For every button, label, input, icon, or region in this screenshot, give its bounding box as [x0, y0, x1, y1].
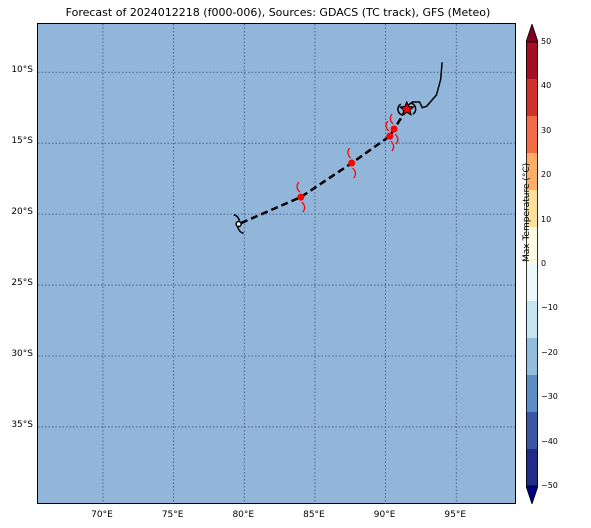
colorbar-tick-label: −10 — [541, 303, 558, 313]
cyclone-arms-icon — [296, 181, 306, 213]
lat-label: 20°S — [11, 207, 33, 218]
past-track-line — [406, 62, 443, 109]
current-position-star-icon — [398, 100, 415, 117]
colorbar-extend-min — [526, 485, 538, 504]
colorbar-segment — [526, 449, 538, 487]
colorbar-segment — [526, 412, 538, 450]
lon-label: 90°E — [373, 510, 396, 520]
cyclone-arms-icon — [347, 147, 357, 179]
lat-label: 10°S — [11, 65, 33, 76]
lon-label: 95°E — [444, 510, 467, 520]
colorbar-title: Max Temperature (°C) — [522, 162, 532, 262]
low-center-marker — [235, 220, 242, 228]
lon-label: 85°E — [303, 510, 325, 520]
lon-label: 70°E — [91, 510, 113, 520]
colorbar-segment — [526, 227, 538, 265]
colorbar-segment — [526, 153, 538, 191]
cyclone-symbol-icon — [397, 102, 417, 116]
forecast-position-marker — [386, 132, 394, 140]
colorbar-tick-label: −30 — [541, 392, 558, 402]
lat-label: 30°S — [11, 349, 33, 360]
forecast-position-marker — [297, 193, 305, 201]
colorbar-segment — [526, 301, 538, 339]
forecast-track-line — [238, 108, 408, 226]
lat-label: 25°S — [11, 278, 33, 289]
colorbar-segment — [526, 375, 538, 413]
colorbar-segment — [526, 264, 538, 302]
cyclone-arms-icon — [389, 113, 399, 145]
lat-label: 35°S — [11, 419, 33, 430]
colorbar-tick-label: 10 — [541, 214, 552, 224]
colorbar-segment — [526, 42, 538, 80]
colorbar-tick-label: 0 — [541, 259, 547, 268]
temperature-colorbar — [526, 24, 538, 504]
cyclone-arms-icon — [385, 120, 395, 152]
colorbar-segment — [526, 338, 538, 376]
low-spiral-icon — [233, 214, 244, 234]
map-title: Forecast of 2024012218 (f000-006), Sourc… — [65, 6, 491, 19]
colorbar-tick-label: −20 — [541, 347, 558, 357]
lat-label: 15°S — [11, 136, 33, 147]
lon-label: 75°E — [161, 510, 184, 520]
colorbar-segment — [526, 79, 538, 117]
track-map — [38, 24, 515, 503]
forecast-position-marker — [348, 159, 356, 167]
colorbar-segment — [526, 190, 538, 228]
colorbar-tick-label: 30 — [541, 125, 552, 135]
colorbar-tick-label: −50 — [541, 481, 558, 490]
colorbar-tick-label: 40 — [541, 81, 552, 91]
colorbar-tick-label: 50 — [541, 37, 552, 46]
colorbar-extend-max — [526, 24, 538, 43]
map-plot-area — [37, 23, 516, 504]
colorbar-segment — [526, 116, 538, 154]
forecast-position-marker — [390, 125, 398, 133]
colorbar-tick-label: 20 — [541, 170, 552, 180]
lon-label: 80°E — [232, 510, 255, 520]
colorbar-tick-label: −40 — [541, 436, 558, 446]
